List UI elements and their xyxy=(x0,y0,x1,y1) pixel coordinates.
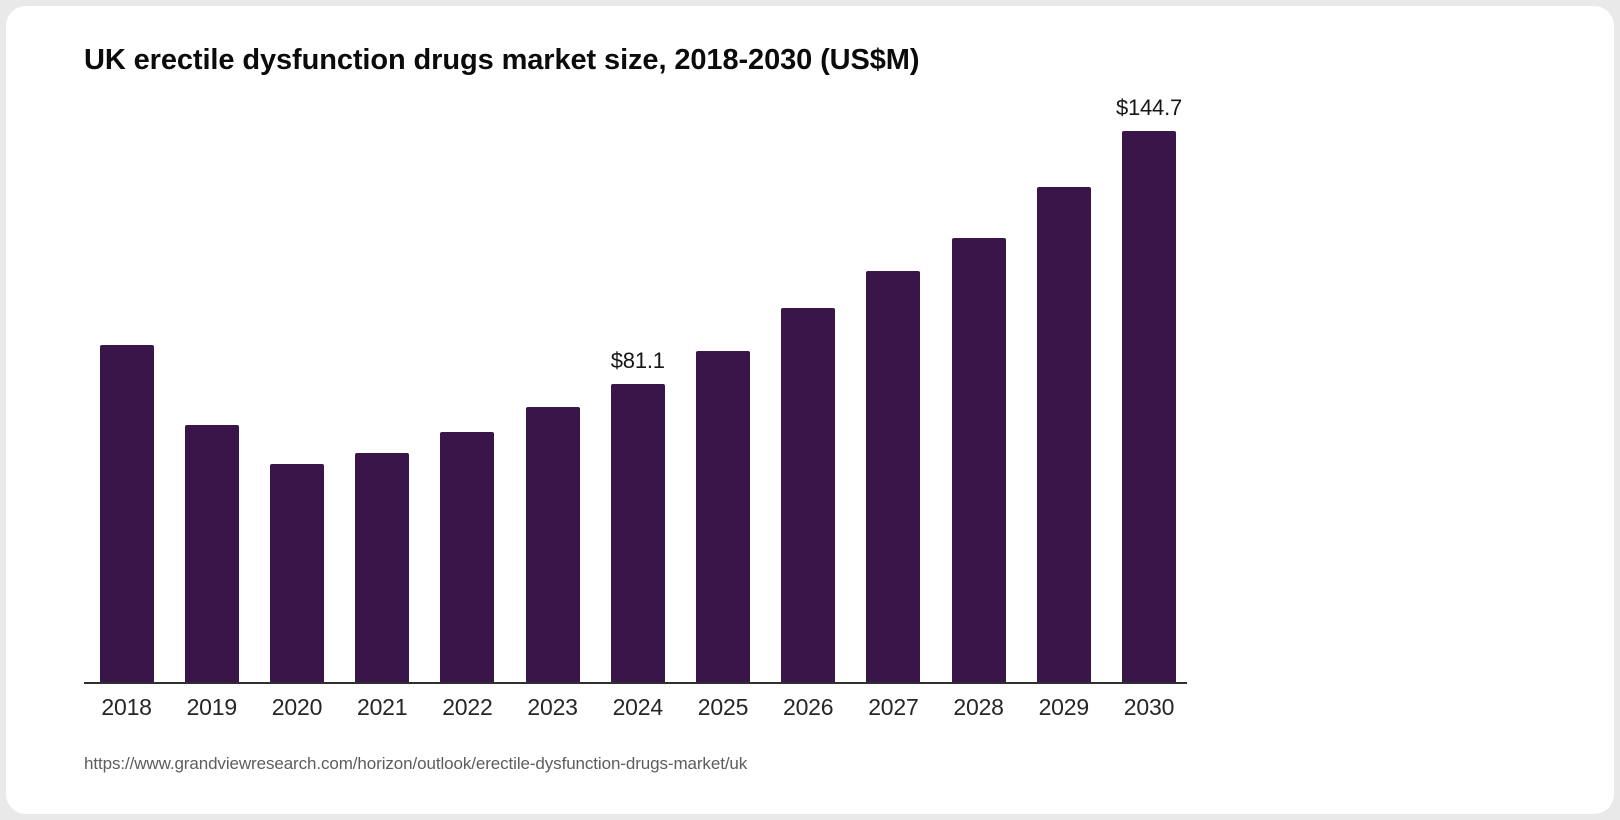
bar-slot-2027 xyxy=(851,94,936,682)
x-tick-2019: 2019 xyxy=(186,694,238,720)
bar-2029[interactable] xyxy=(1036,186,1091,682)
bar-slot-2025 xyxy=(680,94,765,682)
x-tick-2030: 2030 xyxy=(1123,694,1175,720)
bar-slot-2021 xyxy=(340,94,425,682)
x-tick-2021: 2021 xyxy=(357,694,408,720)
bar-2026[interactable] xyxy=(781,308,836,682)
bar-slot-2029 xyxy=(1021,94,1106,682)
bar-2021[interactable] xyxy=(355,453,410,682)
bar-value-label-2024: $81.1 xyxy=(610,348,665,374)
bar-2028[interactable] xyxy=(951,238,1006,682)
bar-slot-2018 xyxy=(84,94,169,682)
source-url[interactable]: https://www.grandviewresearch.com/horizo… xyxy=(84,754,748,773)
page-title: UK erectile dysfunction drugs market siz… xyxy=(84,44,920,76)
x-tick-2029: 2029 xyxy=(1038,694,1090,720)
bar-slot-2019 xyxy=(169,94,254,682)
bar-2020[interactable] xyxy=(269,464,324,682)
bar-2027[interactable] xyxy=(866,271,921,682)
x-tick-2026: 2026 xyxy=(783,694,834,720)
bar-series: $81.1 $144.7 xyxy=(84,94,1194,682)
bar-slot-2026 xyxy=(766,94,851,682)
x-tick-2023: 2023 xyxy=(527,694,578,720)
bar-slot-2022 xyxy=(425,94,510,682)
x-tick-2025: 2025 xyxy=(697,694,749,720)
bar-slot-2020 xyxy=(254,94,339,682)
x-axis-line xyxy=(84,682,1187,684)
bar-value-label-2030: $144.7 xyxy=(1115,95,1183,120)
bar-2022[interactable] xyxy=(440,432,495,682)
bar-slot-2023 xyxy=(510,94,595,682)
x-tick-2027: 2027 xyxy=(868,694,919,720)
bar-2019[interactable] xyxy=(184,425,239,682)
x-axis-tick-labels: 2018 2019 2020 2021 2022 2023 2024 2025 2026 2027… xyxy=(84,694,1194,728)
bar-slot-2024: $81.1 xyxy=(595,94,680,682)
bar-2025[interactable] xyxy=(695,351,750,682)
bar-2024[interactable] xyxy=(610,384,665,682)
x-tick-2028: 2028 xyxy=(953,694,1004,720)
x-tick-2018: 2018 xyxy=(101,694,152,720)
chart-card: UK erectile dysfunction drugs market siz… xyxy=(6,6,1614,814)
bar-slot-2030: $144.7 xyxy=(1106,94,1191,682)
bar-2023[interactable] xyxy=(525,407,580,682)
bar-2030[interactable] xyxy=(1121,131,1176,682)
plot-area: $81.1 $144.7 xyxy=(84,92,1194,684)
bar-slot-2028 xyxy=(936,94,1021,682)
x-tick-2024: 2024 xyxy=(612,694,664,720)
bar-2018[interactable] xyxy=(99,345,154,682)
x-tick-2020: 2020 xyxy=(271,694,323,720)
x-tick-2022: 2022 xyxy=(442,694,493,720)
